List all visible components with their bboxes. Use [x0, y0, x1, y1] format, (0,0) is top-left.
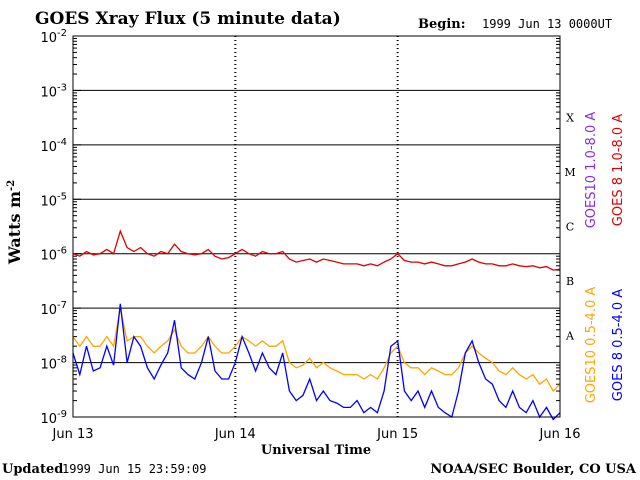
y-tick-base: 10 — [40, 303, 57, 318]
y-tick-exp: -7 — [57, 300, 67, 311]
legend-entry: GOES10 1.0-8.0 A — [584, 112, 599, 229]
legend-entry: GOES 8 1.0-8.0 A — [611, 114, 626, 226]
y-tick-exp: -2 — [57, 28, 67, 39]
flare-class-label: A — [565, 329, 575, 342]
series-line — [72, 229, 561, 271]
y-tick-base: 10 — [40, 140, 57, 155]
x-tick-label: Jun 13 — [52, 427, 94, 442]
y-tick-exp: -3 — [57, 82, 67, 93]
updated-label: Updated — [2, 462, 63, 477]
flare-class-label: B — [566, 275, 574, 288]
y-tick-label: 10-5 — [40, 191, 67, 209]
series-line — [72, 307, 561, 393]
flare-class-label: X — [566, 112, 574, 125]
legend: GOES10 1.0-8.0 A GOES 8 1.0-8.0 A GOES10 0… — [584, 112, 626, 404]
y-tick-label: 10-3 — [40, 82, 67, 100]
flare-class-labels: X M C B A — [564, 112, 575, 343]
y-tick-exp: -5 — [57, 191, 67, 202]
y-tick-exp: -6 — [57, 246, 67, 257]
y-tick-labels: 10-210-310-410-510-610-710-810-9 — [40, 28, 81, 427]
grid — [73, 37, 560, 402]
y-axis-label: Watts m-2 — [5, 180, 24, 265]
begin-value: 1999 Jun 13 0000UT — [482, 17, 612, 31]
y-tick-base: 10 — [40, 85, 57, 100]
credit-text: NOAA/SEC Boulder, CO USA — [430, 462, 637, 477]
plot-frame — [72, 35, 561, 418]
y-tick-label: 10-8 — [40, 355, 67, 373]
x-tick-label: Jun 15 — [376, 427, 418, 442]
chart-title: GOES Xray Flux (5 minute data) — [35, 9, 341, 29]
x-tick-label: Jun 16 — [539, 427, 581, 442]
y-tick-exp: -8 — [57, 355, 67, 366]
y-tick-base: 10 — [40, 358, 57, 373]
begin-label: Begin: — [418, 17, 466, 32]
series-layer — [72, 229, 561, 421]
legend-entry: GOES 8 0.5-4.0 A — [611, 289, 626, 401]
y-tick-label: 10-4 — [40, 137, 67, 155]
y-tick-exp: -9 — [57, 409, 67, 420]
updated-value: 1999 Jun 15 23:59:09 — [62, 462, 207, 476]
y-tick-label: 10-2 — [40, 28, 67, 46]
flare-class-label: C — [566, 221, 574, 234]
y-tick-label: 10-9 — [40, 409, 67, 427]
y-tick-label: 10-6 — [40, 246, 67, 264]
flare-class-label: M — [564, 166, 575, 179]
y-tick-base: 10 — [40, 194, 57, 209]
y-tick-base: 10 — [40, 31, 57, 46]
y-tick-label: 10-7 — [40, 300, 67, 318]
x-tick-labels: Jun 13 Jun 14 Jun 15 Jun 16 — [52, 427, 581, 442]
y-tick-base: 10 — [40, 412, 57, 427]
y-tick-exp: -4 — [57, 137, 67, 148]
x-axis-label: Universal Time — [261, 443, 371, 458]
y-tick-base: 10 — [40, 249, 57, 264]
series-line — [72, 303, 561, 421]
x-tick-label: Jun 14 — [214, 427, 256, 442]
legend-entry: GOES10 0.5-4.0 A — [584, 287, 599, 404]
